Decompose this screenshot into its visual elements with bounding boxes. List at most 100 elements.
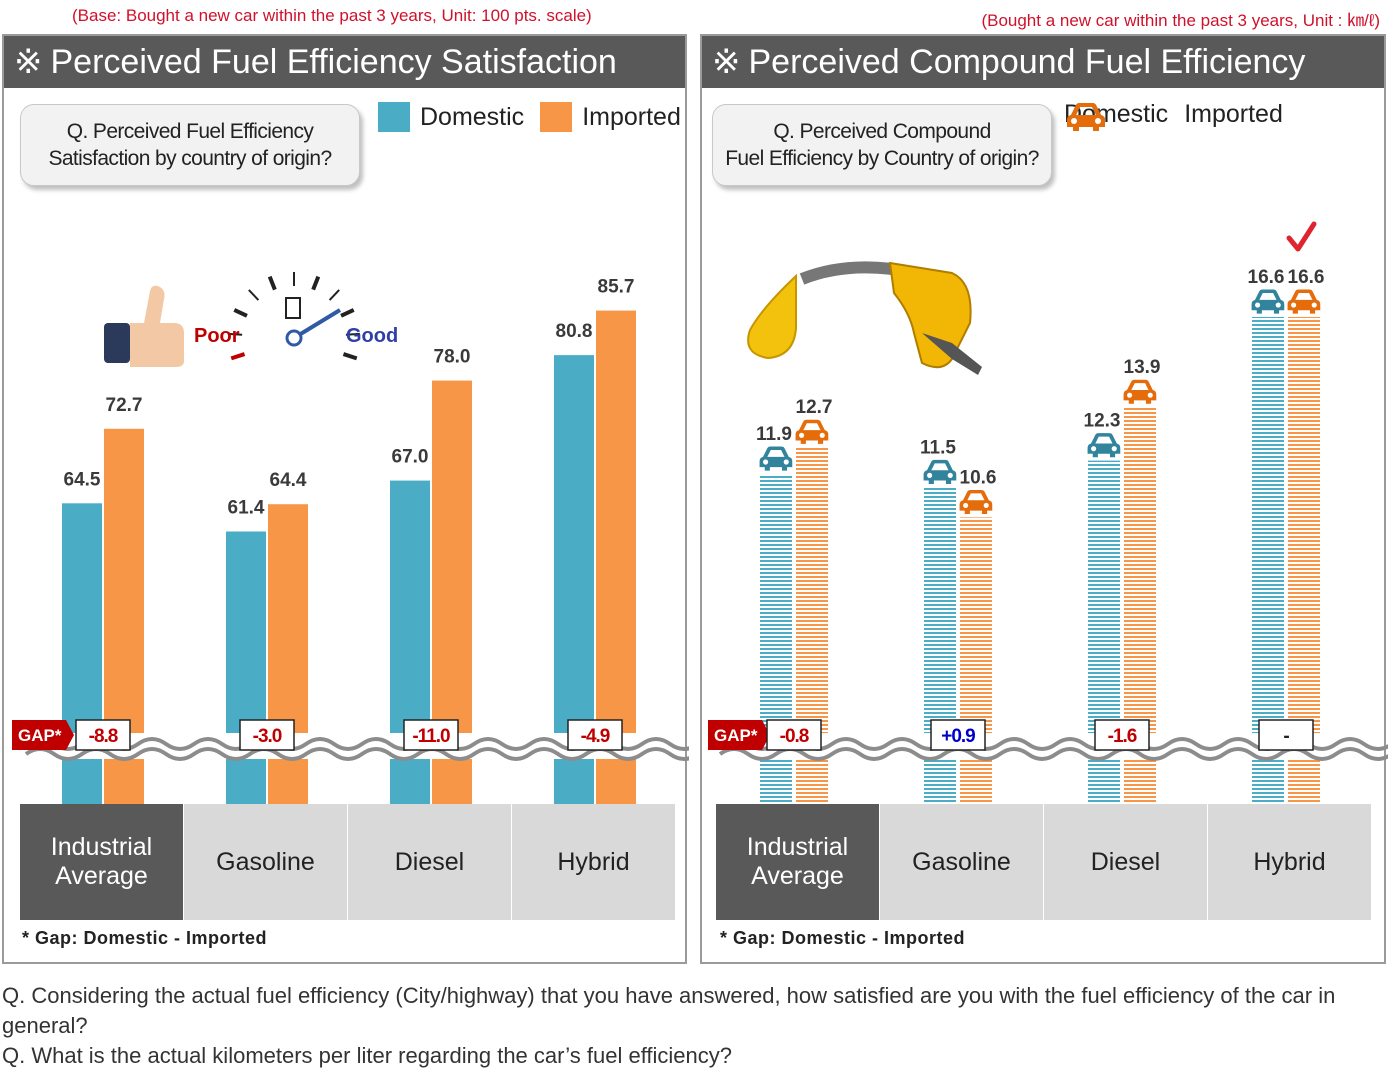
category-gasoline: Gasoline	[880, 804, 1043, 920]
question-1: Q. Considering the actual fuel efficienc…	[2, 983, 1336, 1038]
car-icon	[1087, 433, 1121, 458]
category-label: Gasoline	[216, 847, 315, 876]
value-label-imported: 64.4	[270, 470, 307, 491]
gap-value: -8.8	[89, 726, 118, 747]
car-headlight	[799, 432, 805, 438]
reference-mark: ※	[14, 43, 43, 81]
category-industrial-average: Industrial Average	[20, 804, 183, 920]
legend-item-imported: Imported	[540, 102, 681, 132]
category-label: Diesel	[1090, 847, 1161, 876]
category-row: Industrial Average Gasoline Diesel Hybri…	[20, 804, 675, 920]
car-headlight	[1111, 446, 1117, 452]
gauge-tick	[311, 275, 321, 291]
legend-label-imported: Imported	[582, 102, 681, 131]
gap-box	[75, 719, 131, 751]
gauge-tick	[342, 352, 358, 361]
bubble-line-1: Q. Perceived Fuel Efficiency	[66, 120, 314, 143]
car-headlight	[763, 459, 769, 465]
category-diesel: Diesel	[348, 804, 511, 920]
gap-box	[403, 719, 459, 751]
gap-tag-label: GAP*	[714, 726, 758, 745]
car-headlight	[783, 459, 789, 465]
axis-break-wave-bottom	[24, 747, 689, 761]
bubble-line-2: Fuel Efficiency by Country of origin?	[725, 147, 1039, 170]
legend-swatch-domestic	[378, 102, 410, 132]
gap-box	[1258, 719, 1314, 751]
gap-value: -0.8	[780, 726, 809, 747]
car-headlight	[927, 472, 933, 478]
bubble-line-2: Satisfaction by country of origin?	[48, 147, 332, 170]
category-label: Diesel	[394, 847, 465, 876]
gauge-tick	[267, 275, 277, 291]
gap-box	[567, 719, 623, 751]
gap-box	[766, 719, 822, 751]
legend-swatch-imported	[540, 102, 573, 132]
value-label-domestic: 80.8	[556, 321, 593, 342]
gap-footnote: * Gap: Domestic - Imported	[22, 928, 268, 948]
compound-efficiency-chart: 11.912.7 11.510.6 12.3 13.9 16.6 16.6 GAP* -0.8…	[708, 221, 1388, 804]
car-body	[759, 446, 793, 471]
gap-tag-label: GAP*	[18, 726, 62, 745]
category-label-line-2: Average	[55, 862, 148, 890]
legend-item-imported: Imported	[1067, 100, 1283, 131]
value-label-imported: 16.6	[1288, 267, 1325, 288]
car-icon	[1251, 289, 1285, 314]
axis-break-wave-bottom	[718, 747, 1388, 761]
car-icon	[1067, 103, 1105, 131]
gap-tag	[708, 720, 770, 750]
car-headlight	[1291, 302, 1297, 308]
car-body	[1251, 289, 1285, 314]
thumbs-up-icon	[104, 285, 184, 367]
panel-title: Perceived Compound Fuel Efficiency	[748, 43, 1306, 81]
car-headlight	[1147, 392, 1153, 398]
legend: Domestic Imported	[1064, 100, 1299, 131]
car-body	[959, 489, 993, 515]
gauge-tick	[233, 308, 248, 318]
gap-footnote: * Gap: Domestic - Imported	[720, 928, 966, 948]
gap-box	[239, 719, 295, 751]
fist	[130, 323, 184, 367]
category-label-line-1: Industrial	[746, 833, 849, 861]
gap-tag	[12, 720, 74, 750]
category-label: Gasoline	[912, 847, 1011, 876]
gauge-hub	[285, 329, 303, 347]
car-body	[1287, 289, 1321, 314]
gap-value: +0.9	[941, 726, 975, 747]
legend-label-imported: Imported	[1184, 100, 1283, 128]
gap-box	[930, 719, 986, 751]
legend: Domestic Imported	[378, 102, 697, 132]
gap-value: -11.0	[412, 726, 450, 747]
car-body	[1123, 379, 1157, 404]
car-headlight	[1255, 302, 1261, 308]
car-icon	[795, 419, 829, 444]
value-label-imported: 12.7	[796, 397, 833, 418]
bubble-line-1: Q. Perceived Compound	[773, 120, 991, 143]
question-bubble: Q. Perceived Compound Fuel Efficiency by…	[712, 104, 1052, 186]
value-label-domestic: 11.5	[920, 437, 956, 458]
car-icon	[1287, 289, 1321, 314]
fuel-nozzle-icon	[799, 261, 982, 375]
category-hybrid: Hybrid	[512, 804, 675, 920]
car-icon	[1123, 379, 1157, 404]
thumb	[144, 285, 165, 323]
value-label-imported: 72.7	[106, 395, 143, 416]
category-gasoline: Gasoline	[184, 804, 347, 920]
question-bubble: Q. Perceived Fuel Efficiency Satisfactio…	[20, 104, 360, 186]
fuel-drop-icon	[747, 273, 797, 360]
legend-item-domestic: Domestic	[378, 102, 524, 132]
value-label-domestic: 61.4	[228, 497, 265, 518]
car-icon	[959, 489, 993, 515]
value-label-domestic: 11.9	[756, 424, 792, 445]
gauge-good-label: Good	[346, 325, 398, 347]
gap-value: -	[1283, 726, 1289, 747]
car-headlight	[1275, 302, 1281, 308]
chart-area: Poor Good 64.5 72.7 61.4 64.4 67.0 78.0 80.8 85.7…	[4, 88, 689, 858]
reference-mark: ※	[712, 43, 741, 81]
value-label-imported: 78.0	[434, 347, 471, 368]
car-body	[1087, 433, 1121, 458]
car-headlight	[1091, 446, 1097, 452]
hose	[799, 261, 893, 285]
gauge-tick	[328, 289, 340, 301]
car-headlight	[947, 472, 953, 478]
value-label-domestic: 67.0	[392, 447, 429, 468]
